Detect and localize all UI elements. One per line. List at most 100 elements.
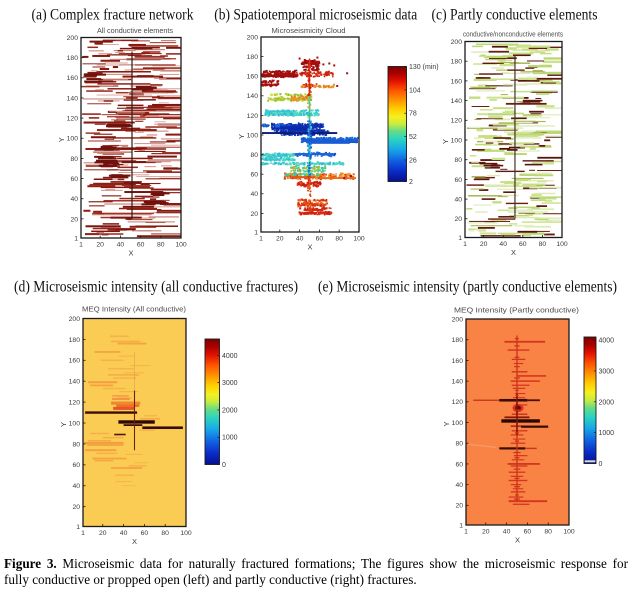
svg-text:120: 120 xyxy=(247,113,259,120)
svg-text:X: X xyxy=(515,536,520,545)
svg-text:1: 1 xyxy=(81,530,85,537)
svg-text:78: 78 xyxy=(409,111,417,118)
svg-text:1: 1 xyxy=(459,522,463,529)
svg-text:40: 40 xyxy=(120,530,128,537)
svg-text:conductive/nonconductive eleme: conductive/nonconductive elements xyxy=(463,32,563,39)
svg-text:X: X xyxy=(511,248,516,257)
svg-text:80: 80 xyxy=(335,236,343,243)
svg-text:80: 80 xyxy=(70,156,78,163)
svg-text:80: 80 xyxy=(454,157,462,164)
svg-text:1000: 1000 xyxy=(599,430,615,437)
svg-text:100: 100 xyxy=(180,530,192,537)
svg-text:40: 40 xyxy=(250,191,258,198)
svg-text:100: 100 xyxy=(563,529,575,536)
svg-text:4000: 4000 xyxy=(222,353,238,360)
svg-text:1: 1 xyxy=(74,235,78,242)
svg-text:180: 180 xyxy=(452,337,464,344)
svg-text:40: 40 xyxy=(72,483,80,490)
svg-text:80: 80 xyxy=(72,441,80,448)
svg-text:60: 60 xyxy=(141,530,149,537)
svg-text:120: 120 xyxy=(451,118,463,125)
svg-text:2000: 2000 xyxy=(599,399,615,406)
svg-text:40: 40 xyxy=(296,236,304,243)
svg-text:2000: 2000 xyxy=(222,407,238,414)
svg-text:100: 100 xyxy=(247,132,259,139)
svg-text:120: 120 xyxy=(67,116,79,123)
svg-text:60: 60 xyxy=(137,242,145,249)
svg-text:(a) Complex fracture network: (a) Complex fracture network xyxy=(32,7,194,24)
svg-text:Y: Y xyxy=(59,422,68,427)
svg-text:1: 1 xyxy=(76,524,80,531)
svg-text:80: 80 xyxy=(157,242,165,249)
svg-text:52: 52 xyxy=(409,134,417,141)
svg-text:20: 20 xyxy=(96,242,104,249)
svg-text:20: 20 xyxy=(482,529,490,536)
svg-text:40: 40 xyxy=(70,196,78,203)
svg-text:1000: 1000 xyxy=(222,435,238,442)
svg-text:80: 80 xyxy=(161,530,169,537)
svg-text:60: 60 xyxy=(519,241,527,248)
svg-text:80: 80 xyxy=(544,529,552,536)
svg-text:1: 1 xyxy=(463,241,467,248)
svg-text:20: 20 xyxy=(250,211,258,218)
svg-text:40: 40 xyxy=(455,482,463,489)
svg-text:130 (min): 130 (min) xyxy=(409,64,439,71)
svg-text:(e) Microseismic intensity (pa: (e) Microseismic intensity (partly condu… xyxy=(318,279,617,296)
svg-text:3000: 3000 xyxy=(222,380,238,387)
svg-text:60: 60 xyxy=(455,461,463,468)
svg-text:20: 20 xyxy=(99,530,107,537)
svg-text:200: 200 xyxy=(69,316,81,323)
svg-text:140: 140 xyxy=(247,93,259,100)
svg-text:180: 180 xyxy=(451,59,463,66)
svg-text:40: 40 xyxy=(454,196,462,203)
svg-text:160: 160 xyxy=(69,358,81,365)
svg-text:X: X xyxy=(128,249,133,258)
svg-text:80: 80 xyxy=(539,241,547,248)
svg-text:160: 160 xyxy=(67,75,79,82)
svg-text:Y: Y xyxy=(441,139,450,144)
svg-text:180: 180 xyxy=(69,337,81,344)
svg-text:100: 100 xyxy=(556,241,568,248)
svg-text:(b) Spatiotemporal microseismi: (b) Spatiotemporal microseismic data xyxy=(214,7,417,24)
svg-text:100: 100 xyxy=(175,242,187,249)
svg-text:140: 140 xyxy=(69,379,81,386)
svg-text:40: 40 xyxy=(503,529,511,536)
svg-text:140: 140 xyxy=(67,95,79,102)
svg-text:60: 60 xyxy=(524,529,532,536)
svg-text:Y: Y xyxy=(237,134,246,139)
svg-text:120: 120 xyxy=(69,400,81,407)
svg-text:100: 100 xyxy=(353,236,365,243)
svg-text:20: 20 xyxy=(455,503,463,510)
svg-text:0: 0 xyxy=(599,461,603,468)
svg-text:100: 100 xyxy=(452,420,464,427)
svg-text:MEQ Intensity (Partly conducti: MEQ Intensity (Partly conductive) xyxy=(454,306,579,315)
svg-text:100: 100 xyxy=(451,137,463,144)
svg-text:200: 200 xyxy=(452,316,464,323)
svg-text:80: 80 xyxy=(250,152,258,159)
svg-text:(c) Partly conductive elements: (c) Partly conductive elements xyxy=(432,7,598,24)
svg-text:60: 60 xyxy=(316,236,324,243)
svg-text:26: 26 xyxy=(409,157,417,164)
svg-text:MEQ Intensity (All conductive): MEQ Intensity (All conductive) xyxy=(82,305,186,314)
svg-text:60: 60 xyxy=(72,462,80,469)
svg-text:40: 40 xyxy=(117,242,125,249)
svg-text:100: 100 xyxy=(67,136,79,143)
svg-text:0: 0 xyxy=(222,462,226,469)
svg-text:1: 1 xyxy=(464,529,468,536)
svg-text:140: 140 xyxy=(452,379,464,386)
svg-text:180: 180 xyxy=(67,55,79,62)
svg-text:Microseismicity Cloud: Microseismicity Cloud xyxy=(272,28,346,35)
svg-text:1: 1 xyxy=(79,242,83,249)
svg-text:2: 2 xyxy=(409,179,413,186)
svg-text:40: 40 xyxy=(499,241,507,248)
svg-text:60: 60 xyxy=(454,177,462,184)
svg-text:60: 60 xyxy=(250,172,258,179)
svg-text:(d) Microseismic intensity (al: (d) Microseismic intensity (all conducti… xyxy=(14,279,298,296)
svg-text:60: 60 xyxy=(70,176,78,183)
svg-text:4000: 4000 xyxy=(599,338,615,345)
svg-text:180: 180 xyxy=(247,54,259,61)
svg-text:1: 1 xyxy=(458,235,462,242)
svg-text:160: 160 xyxy=(247,74,259,81)
svg-text:80: 80 xyxy=(455,441,463,448)
svg-text:140: 140 xyxy=(451,98,463,105)
